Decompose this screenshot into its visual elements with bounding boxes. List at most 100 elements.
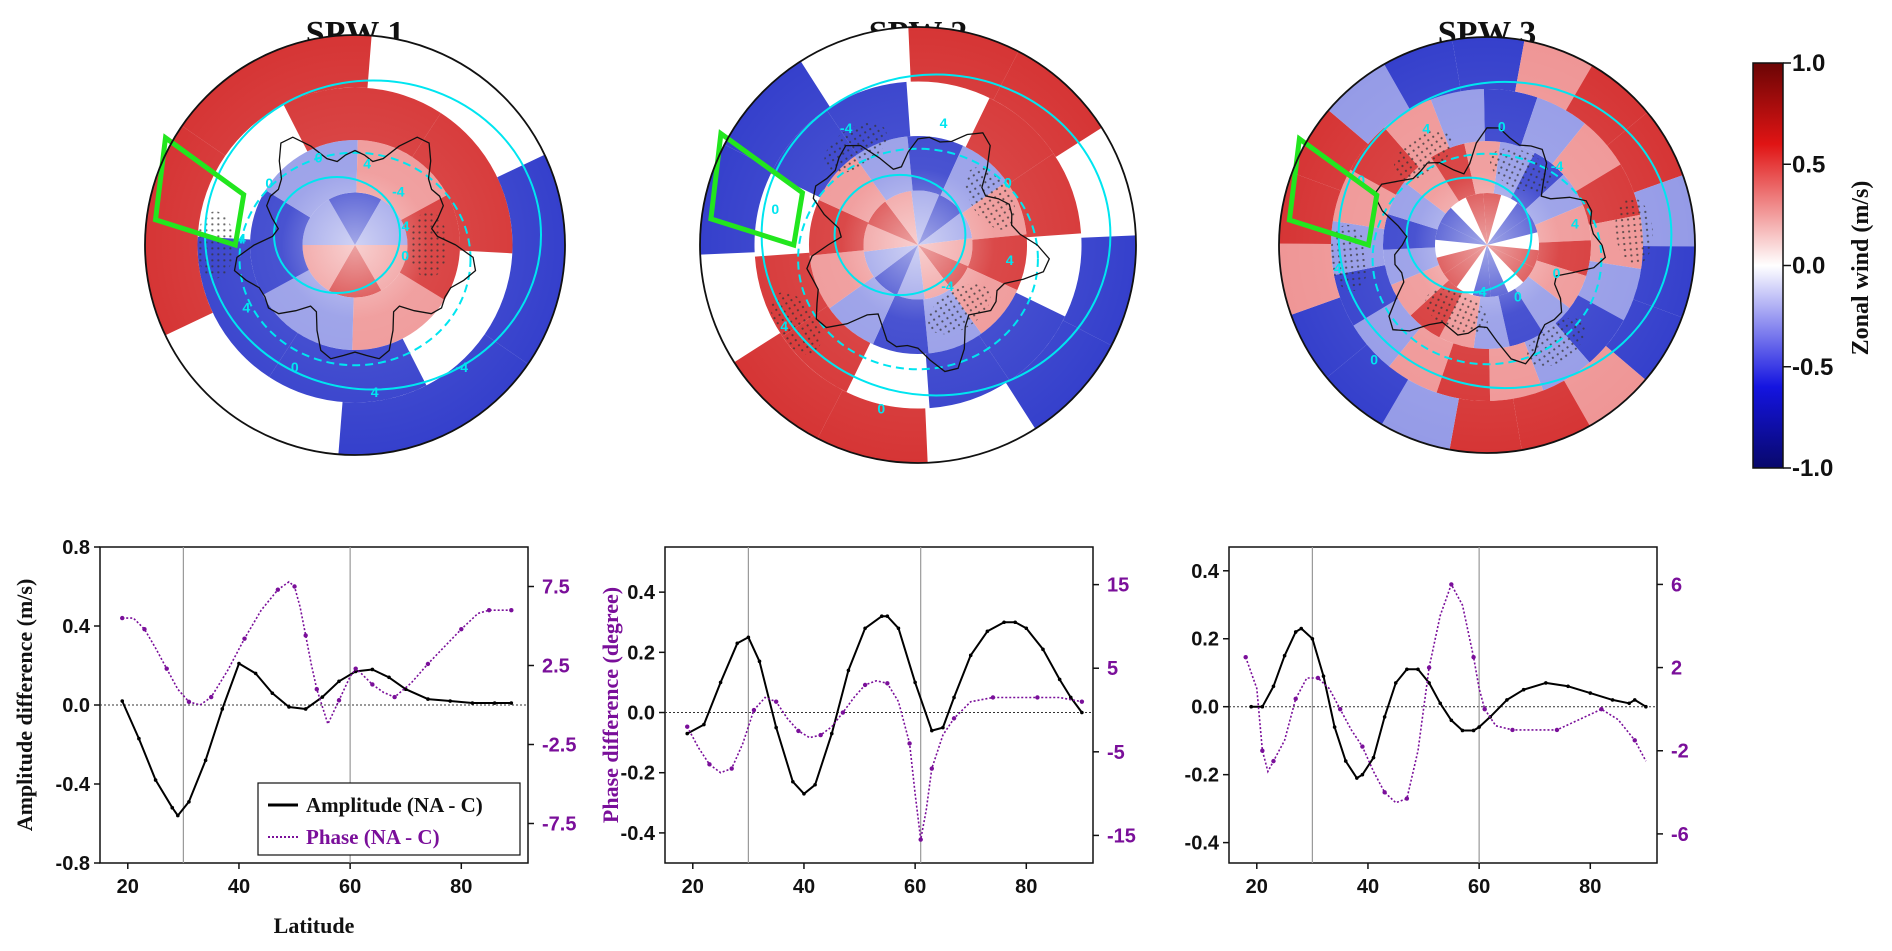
y2-tick-label: 15 [1107,575,1129,597]
contour-label: 4 [371,384,379,400]
contour-label: 4 [940,115,948,131]
amplitude-point [1438,701,1443,706]
geopotential-contour [1405,176,1533,294]
amplitude-point [187,799,191,804]
y-tick-label: 0.0 [62,695,90,717]
north-atlantic-box [1286,134,1380,249]
phase-point [1079,699,1085,704]
x-tick-label: 80 [1579,876,1601,898]
y-tick-label: -0.2 [621,763,655,785]
coastline [806,132,1051,373]
amplitude-point [1471,728,1476,733]
contour-label: 0 [877,400,885,416]
significance-stipple [409,211,448,279]
contour-label: 4 [363,155,371,171]
amplitude-point [370,667,375,672]
x-tick-label: 40 [1357,876,1379,898]
amplitude-point [1610,698,1615,702]
y2-tick-label: 6 [1671,574,1682,596]
amplitude-point [448,699,452,703]
chart-legend: Amplitude (NA - C) Phase (NA - C) [257,782,521,856]
amplitude-point [1002,620,1006,625]
phase-point [164,666,169,671]
phase-point [1482,706,1487,712]
amplitude-point [1477,725,1481,729]
plot-frame [664,546,1094,864]
phase-point [1426,665,1432,670]
amplitude-point [270,691,275,695]
contour-label: 0 [1004,174,1012,190]
amplitude-point [1632,698,1637,702]
amplitude-point [120,699,125,703]
phase-point [392,694,397,700]
significance-stipple [770,292,822,355]
line-chart-spw1: 20 40 60 80 0.8 0.4 0.0 -0.4 -0.8 7.5 2.5 -2.5 -7.5 L… [12,537,623,938]
amplitude-point [320,695,325,699]
amplitude-point [1068,695,1073,700]
amplitude-point [237,661,241,666]
y2-tick-label: 7.5 [542,577,570,599]
contour-label: 0 [291,359,299,375]
amplitude-point [1371,755,1376,760]
phase-point [120,615,125,621]
amplitude-point [170,805,175,810]
geopotential-contour [238,151,472,367]
amplitude-point [1382,715,1387,719]
phase-point [1449,582,1454,587]
contour-label: 0 [771,201,779,217]
amplitude-point [985,629,990,634]
phase-point [885,681,890,686]
phase-point [751,707,757,713]
colorbar: 1.0 0.5 0.0 -0.5 -1.0 Zonal wind (m/s) [1752,50,1874,482]
phase-point [242,636,247,641]
phase-point [275,587,281,592]
y2-tick-label: 2.5 [542,656,570,678]
phase-point [907,741,912,746]
phase-point [918,837,923,842]
amplitude-point [791,779,795,784]
legend-box [257,782,521,856]
amplitude-point [1566,684,1570,689]
colorbar-gradient [1752,62,1784,469]
phase-point [773,699,779,704]
amplitude-point [846,668,851,673]
line-chart-spw2: 20 40 60 80 0.4 0.2 0.0 -0.2 -0.4 15 5 -5 -15 [621,546,1136,898]
phase-point [729,766,734,771]
contour-label: 4 [402,218,410,234]
y-tick-label: 0.0 [627,703,655,725]
amplitude-point [492,701,497,705]
contour-label: 0 [1370,351,1378,367]
amplitude-point [1271,684,1276,689]
colorbar-tick-label: -0.5 [1792,354,1833,381]
amplitude-point [426,697,430,701]
amplitude-point [1293,630,1298,634]
amplitude-point [1080,710,1084,715]
colorbar-label: Zonal wind (m/s) [1848,181,1874,356]
phase-point [370,682,375,687]
x-tick-label: 60 [339,876,361,898]
amplitude-point [968,653,973,658]
phase-point [1632,738,1637,743]
legend-label-phase: Phase (NA - C) [306,825,440,849]
amplitude-point [1416,667,1420,672]
amplitude-point [1249,704,1254,709]
significance-stipple [965,167,1016,230]
amplitude-point [1627,701,1632,706]
y2-tick-label: -2.5 [542,735,576,757]
amplitude-point [685,731,690,736]
amplitude-point [153,778,158,782]
phase-point [303,633,308,638]
phase-point [1404,796,1410,801]
phase-point [1315,675,1321,681]
phase-point [1471,654,1476,660]
x-tick-label: 80 [450,876,472,898]
amplitude-point [718,680,723,685]
contour-label: 4 [780,318,788,334]
amplitude-point [1299,626,1304,631]
x-axis-label: Latitude [274,913,355,938]
amplitude-point [387,675,391,680]
north-atlantic-box [708,129,806,249]
phase-point [186,699,192,705]
